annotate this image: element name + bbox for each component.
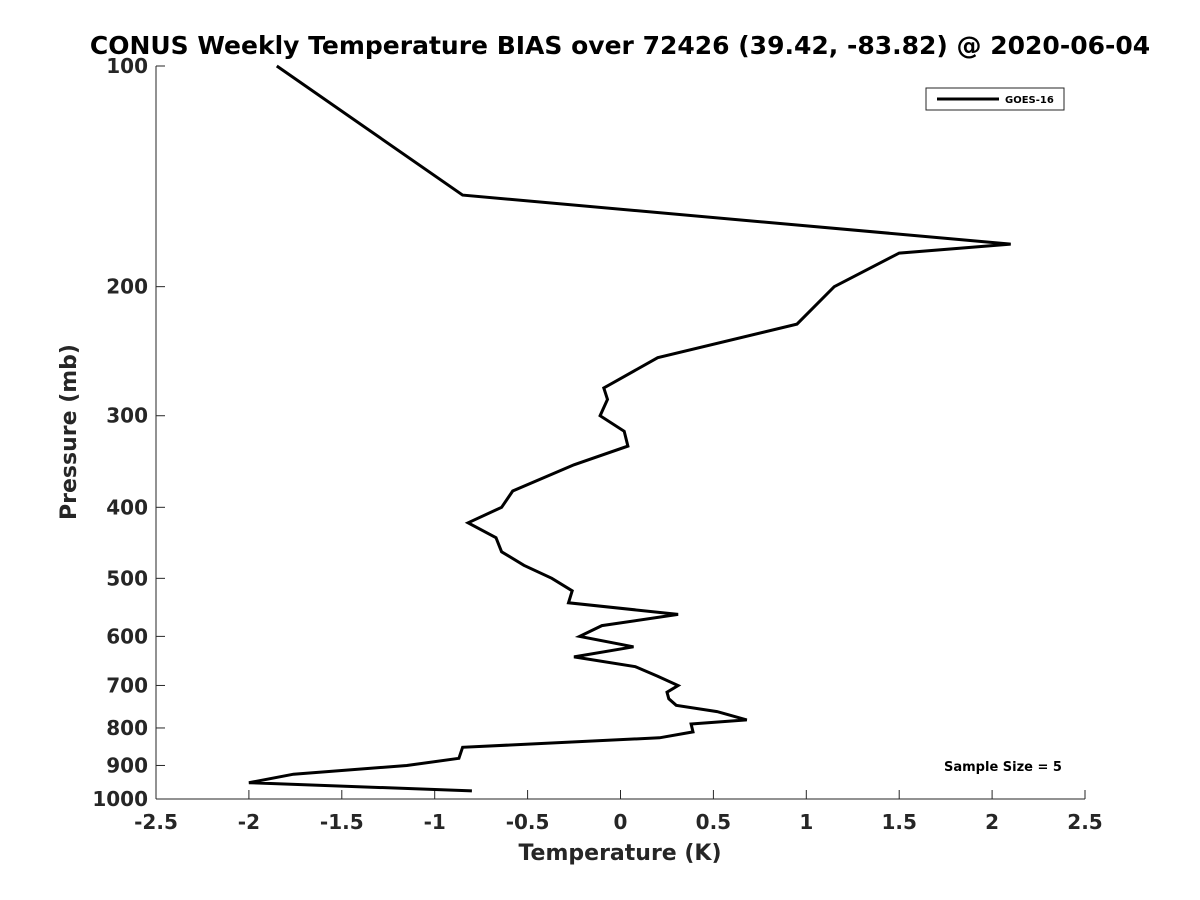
x-tick-label: -2.5 <box>134 810 178 834</box>
x-tick-label: -0.5 <box>506 810 550 834</box>
legend-label-goes-16: GOES-16 <box>1005 95 1054 106</box>
x-tick-label: 1 <box>799 810 813 834</box>
x-tick-label: 0.5 <box>696 810 731 834</box>
x-tick-label: 0 <box>614 810 628 834</box>
x-axis-label: Temperature (K) <box>518 841 721 866</box>
series-line-goes-16 <box>248 64 1011 793</box>
y-tick-label: 100 <box>106 54 148 78</box>
y-tick-label: 800 <box>106 716 148 740</box>
x-ticks: -2.5 -2 -1.5 -1 -0.5 0 0.5 1 1.5 2 2.5 <box>134 790 1103 834</box>
legend: GOES-16 <box>925 87 1065 111</box>
y-tick-label: 600 <box>106 624 148 648</box>
series-layer <box>248 64 1011 793</box>
axes <box>155 66 1085 800</box>
y-axis-label: Pressure (mb) <box>57 344 82 520</box>
y-tick-label: 900 <box>106 753 148 777</box>
sample-size-annotation: Sample Size = 5 <box>944 760 1062 775</box>
x-tick-label: -1 <box>424 810 446 834</box>
x-tick-label: 2 <box>985 810 999 834</box>
x-tick-label: -1.5 <box>320 810 364 834</box>
y-tick-label: 500 <box>106 566 148 590</box>
x-tick-label: 1.5 <box>881 810 916 834</box>
y-tick-label: 700 <box>106 673 148 697</box>
y-tick-label: 300 <box>106 404 148 428</box>
y-ticks: 100 200 300 400 500 600 700 800 900 1000 <box>92 54 165 811</box>
y-tick-label: 1000 <box>92 787 148 811</box>
y-tick-label: 200 <box>106 275 148 299</box>
x-tick-label: 2.5 <box>1067 810 1102 834</box>
x-tick-label: -2 <box>238 810 260 834</box>
chart-title: CONUS Weekly Temperature BIAS over 72426… <box>90 31 1150 60</box>
y-tick-label: 400 <box>106 495 148 519</box>
